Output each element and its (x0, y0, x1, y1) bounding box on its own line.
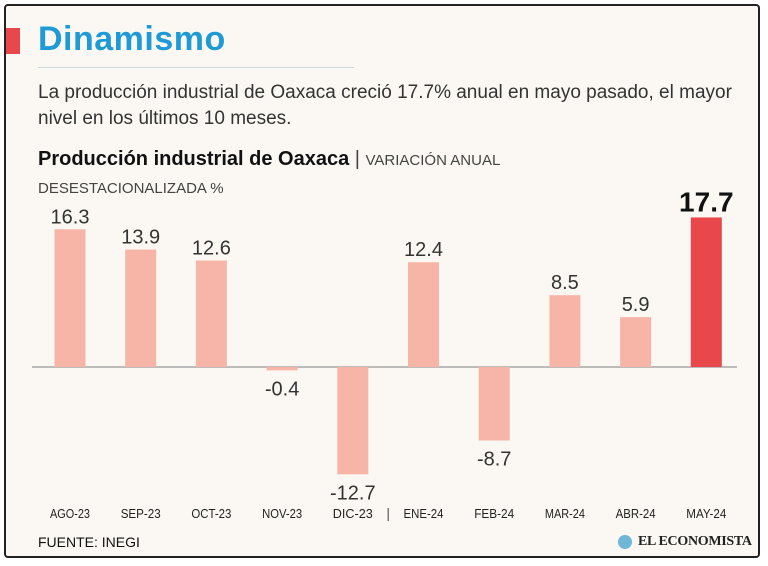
x-tick-ago-23: AGO-23 (50, 506, 90, 521)
bar-abr-24 (620, 317, 652, 367)
bar-nov-23 (266, 367, 298, 371)
x-tick-nov-23: NOV-23 (262, 506, 302, 521)
x-tick-mar-24: MAR-24 (545, 506, 585, 521)
bar-mar-24 (549, 295, 581, 367)
publisher-logo: EL ECONOMISTA (618, 534, 752, 550)
data-label-mar-24: 8.5 (551, 272, 579, 294)
bar-feb-24 (478, 367, 510, 441)
x-tick-abr-24: ABR-24 (616, 506, 656, 521)
data-label-feb-24: -8.7 (477, 449, 511, 471)
data-label-nov-23: -0.4 (265, 378, 299, 400)
bar-sep-23 (125, 249, 157, 367)
chart-title-text: Producción industrial de Oaxaca (38, 148, 350, 170)
bar-oct-23 (195, 260, 227, 367)
logo-circle-icon (618, 535, 632, 549)
x-tick-feb-24: FEB-24 (474, 506, 514, 521)
x-tick-dic-23: DIC-23 (333, 506, 373, 521)
data-label-ene-24: 12.4 (404, 239, 443, 261)
data-label-dic-23: -12.7 (330, 482, 376, 504)
logo-text: EL ECONOMISTA (638, 534, 752, 549)
chart-subtitle-line1: VARIACIÓN ANUAL (365, 152, 501, 169)
x-tick-may-24: MAY-24 (686, 506, 726, 521)
headline-accent-bar (6, 28, 20, 54)
x-tick-ene-24: ENE-24 (404, 506, 444, 521)
bar-dic-23 (337, 367, 369, 475)
headline: Dinamismo (38, 20, 226, 58)
x-tick-oct-23: OCT-23 (191, 506, 231, 521)
year-separator: | (386, 505, 390, 521)
data-label-ago-23: 16.3 (51, 206, 90, 228)
infographic-frame: Dinamismo La producción industrial de Oa… (4, 4, 760, 558)
data-label-sep-23: 13.9 (121, 227, 160, 249)
chart-title-separator: | (354, 148, 360, 170)
data-label-oct-23: 12.6 (192, 238, 231, 260)
data-label-abr-24: 5.9 (622, 294, 650, 316)
bar-ene-24 (408, 262, 439, 367)
bar-ago-23 (54, 229, 86, 367)
bar-may-24 (690, 217, 722, 367)
description: La producción industrial de Oaxaca creci… (38, 82, 732, 129)
chart-title: Producción industrial de Oaxaca | VARIAC… (38, 148, 500, 171)
x-tick-sep-23: SEP-23 (121, 506, 161, 521)
source-note: FUENTE: INEGI (38, 534, 140, 550)
chart-subtitle-line2: DESESTACIONALIZADA % (38, 180, 224, 197)
data-label-may-24: 17.7 (679, 186, 734, 217)
headline-divider (38, 67, 354, 68)
